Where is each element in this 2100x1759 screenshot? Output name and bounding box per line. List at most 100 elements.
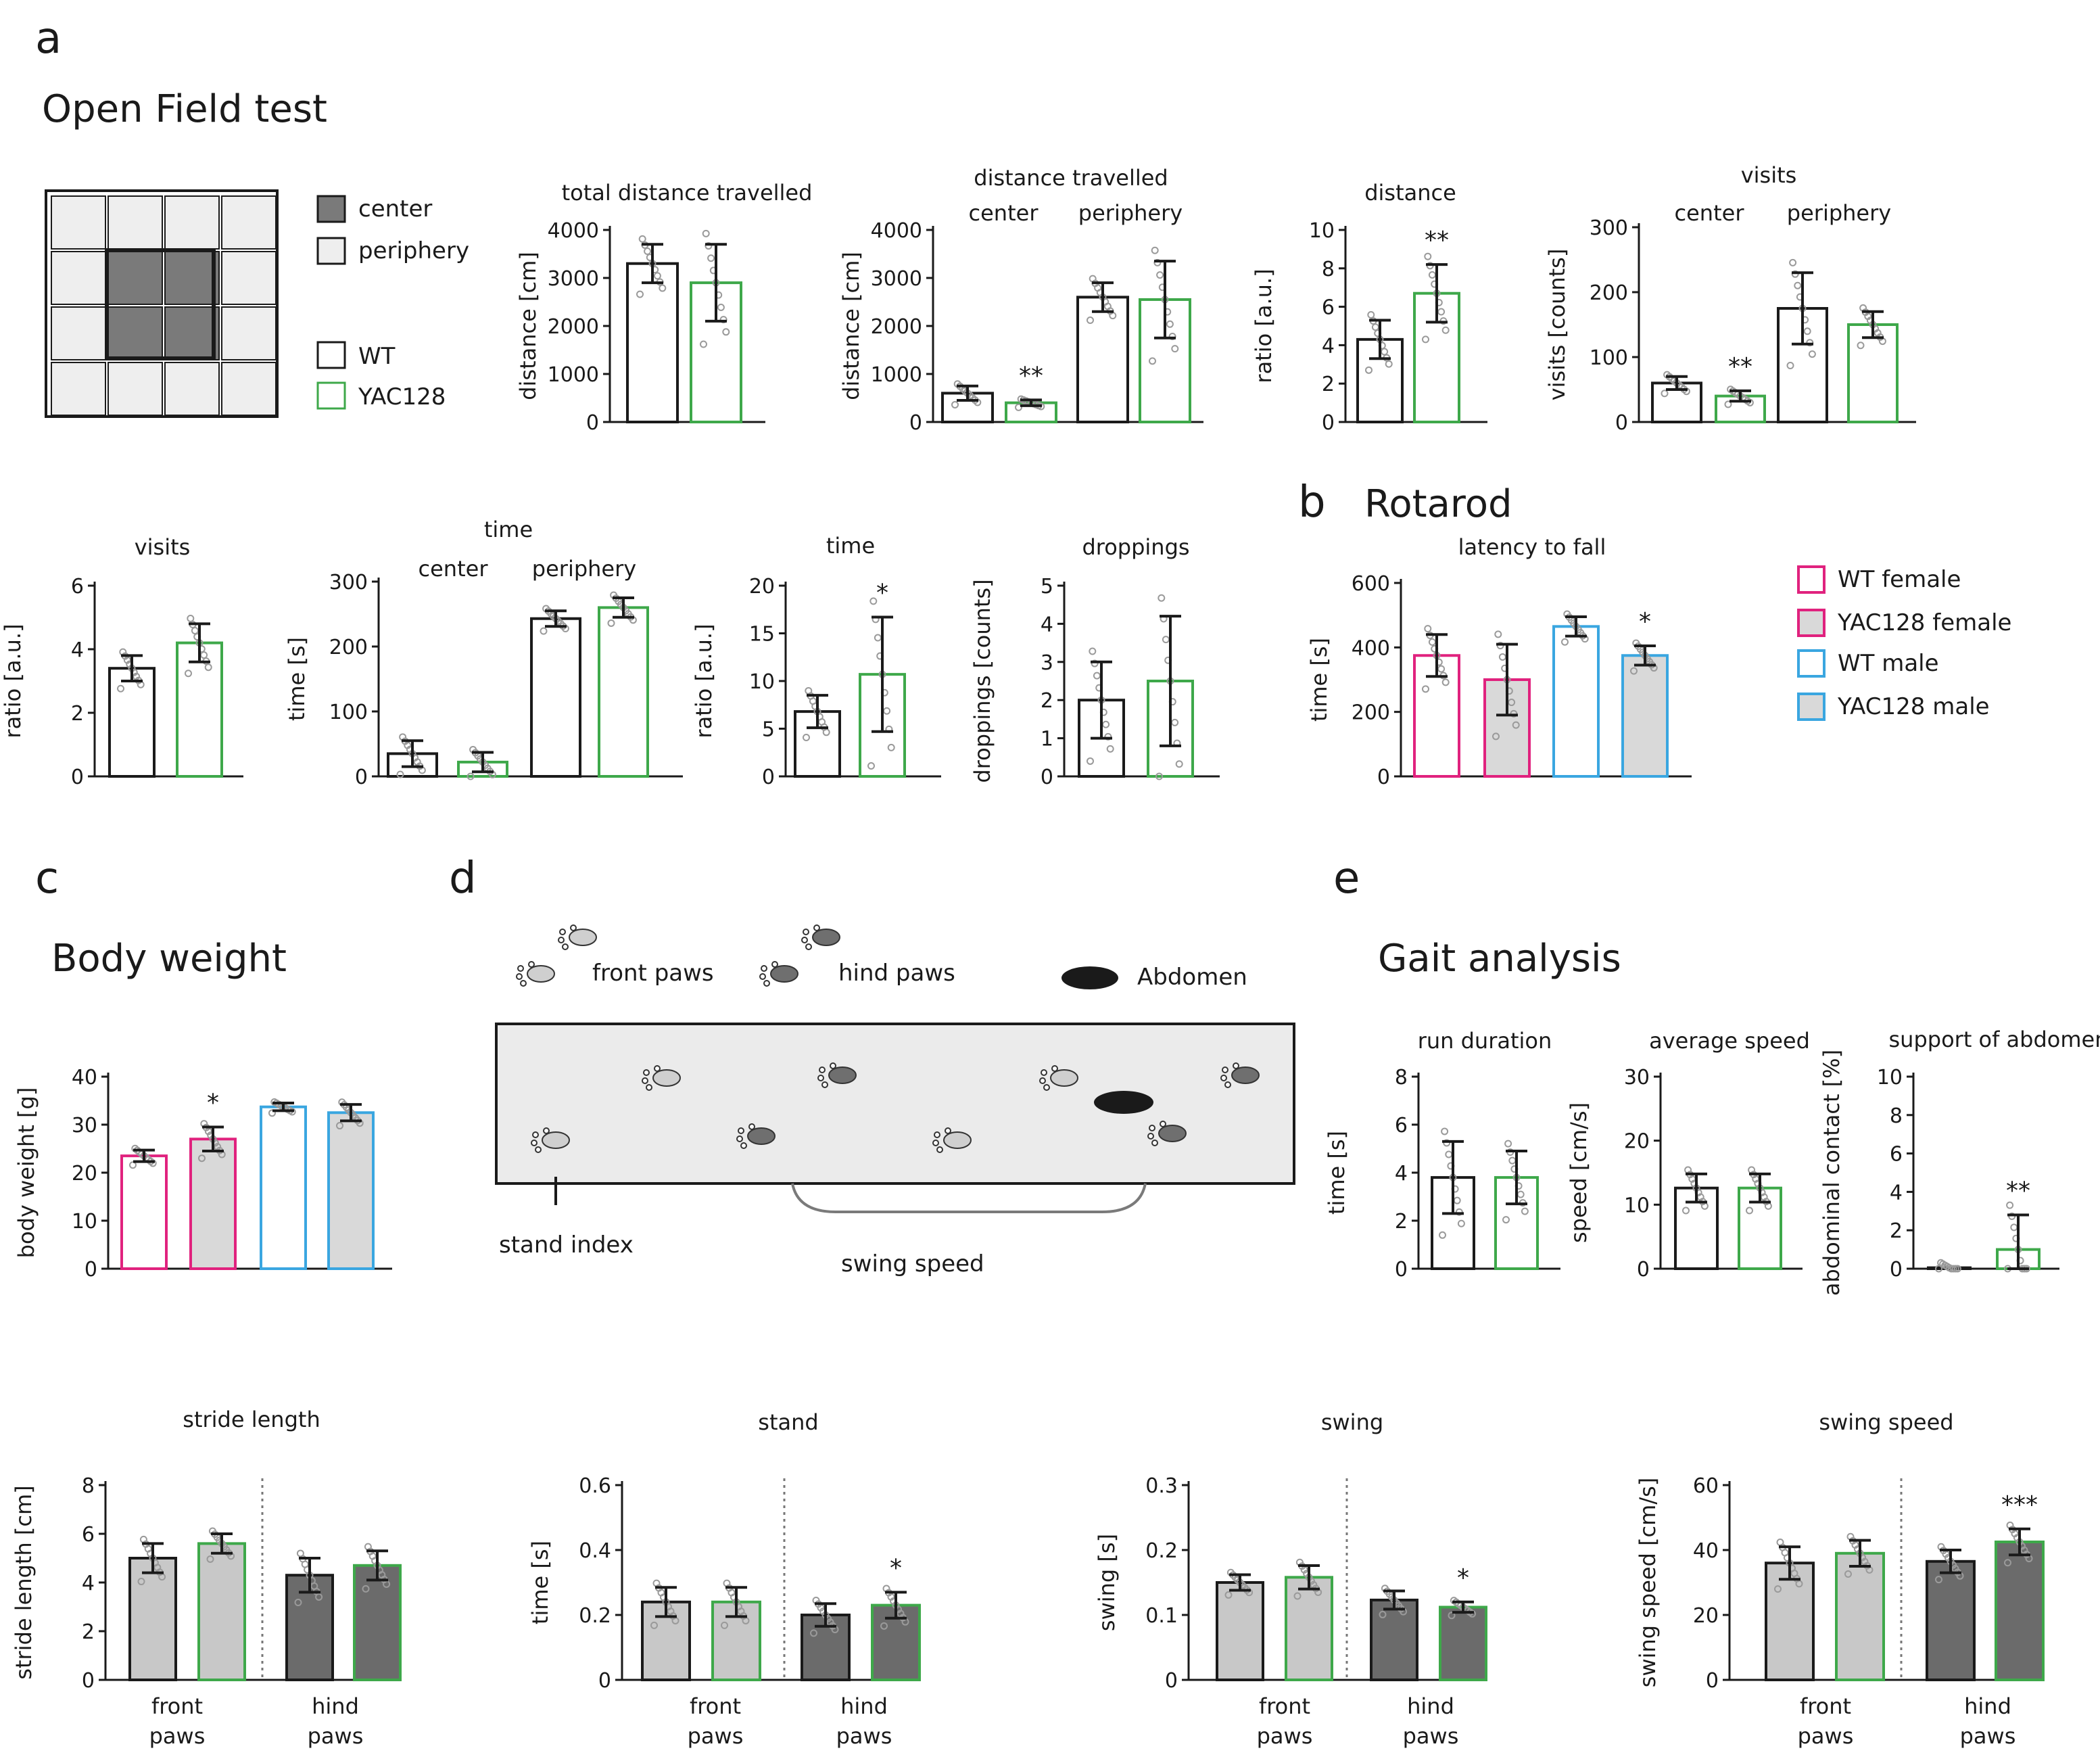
front-paw-icon: [516, 961, 555, 987]
legend-label-yac128-male: YAC128 male: [1837, 693, 1990, 720]
y-tick-label: 10: [72, 1210, 97, 1234]
data-point: [1510, 709, 1518, 718]
data-point: [1424, 252, 1432, 260]
data-point: [1874, 329, 1882, 337]
data-points: [1439, 1127, 1465, 1239]
y-axis-label: time [s]: [1324, 1131, 1350, 1215]
bar: [108, 667, 156, 778]
error-bar: [642, 243, 663, 285]
data-point: [310, 1582, 318, 1590]
chart-subtitle: center: [969, 200, 1039, 226]
bar: [530, 617, 581, 778]
hind-paw-icon: [759, 924, 840, 987]
arena-periphery-cell: [51, 362, 106, 416]
bar: [1216, 1581, 1264, 1681]
error-bar: [1092, 281, 1114, 313]
data-point: [2006, 1201, 2014, 1209]
y-tick-label: 4: [1890, 1181, 1903, 1204]
y-tick-label: 0: [71, 766, 84, 789]
data-point: [1015, 403, 1022, 411]
y-tick-label: 0: [1395, 1258, 1408, 1282]
data-point: [1102, 720, 1110, 728]
error-bar: [2009, 1527, 2030, 1557]
data-point: [887, 743, 895, 751]
data-point: [1371, 323, 1379, 331]
y-axis-label: droppings [counts]: [970, 579, 995, 782]
chart-distance-center-periphery: distance travelled center periphery 0 1000 20…: [838, 165, 1203, 435]
panel-letter-a: a: [35, 14, 62, 64]
data-point: [1437, 308, 1446, 316]
y-axis-label: time [s]: [284, 637, 310, 721]
y-tick-label: 10: [1309, 219, 1335, 243]
y-tick-label: 8: [1890, 1104, 1903, 1128]
data-point: [1861, 1557, 1869, 1566]
arena-center-cell: [164, 306, 220, 360]
y-tick-label: 400: [1352, 636, 1390, 660]
y-tick-label: 4: [1395, 1162, 1408, 1186]
hind-paw-print: [1147, 1121, 1187, 1146]
data-point: [818, 718, 826, 726]
data-point: [2010, 1223, 2018, 1232]
y-tick-label: 0.1: [1145, 1604, 1178, 1628]
y-tick-label: 2000: [548, 315, 599, 339]
group-label: hind paws: [836, 1693, 892, 1749]
error-bar: [1160, 615, 1181, 747]
legend-swatch-wt: [316, 341, 346, 369]
chart-subtitle: periphery: [532, 556, 636, 582]
bar: [1847, 323, 1899, 423]
abdomen-icon: [1061, 966, 1118, 989]
legend-swatch-yac128: [316, 381, 346, 410]
y-tick-label: 6: [71, 575, 84, 599]
chart-title: run duration: [1418, 1028, 1552, 1054]
bar: [260, 1105, 307, 1270]
y-tick-label: 0: [762, 766, 775, 789]
chart-average-speed: average speed 0 10 20 30 speed [cm/s]: [1566, 1028, 1810, 1282]
y-tick-label: 30: [1624, 1066, 1650, 1089]
chart-stand: stand 0 0.2 0.4 0.6 time [s] * front paws hind paw…: [527, 1409, 921, 1749]
panel-title-a: Open Field test: [42, 87, 327, 131]
error-bar: [340, 1103, 362, 1123]
y-tick-label: 20: [749, 575, 775, 599]
data-point: [719, 316, 727, 324]
arena-center-cell: [164, 251, 220, 305]
data-point: [1162, 636, 1170, 644]
y-tick-label: 10: [1624, 1194, 1650, 1217]
data-point: [1774, 1585, 1782, 1593]
chart-title: droppings: [1082, 534, 1189, 560]
y-tick-label: 100: [329, 701, 368, 724]
chart-title: latency to fall: [1458, 534, 1606, 560]
significance-mark: *: [876, 580, 888, 607]
data-point: [1791, 270, 1799, 278]
data-point: [1422, 685, 1429, 693]
data-point: [1935, 1576, 1942, 1584]
data-point: [2020, 1546, 2028, 1554]
y-tick-label: 0: [1322, 411, 1335, 435]
chart-swing-speed: swing speed 0 20 40 60 swing speed [cm/s] *** f…: [1635, 1409, 2045, 1749]
data-point: [1492, 732, 1500, 741]
data-point: [700, 340, 707, 348]
y-tick-label: 0.3: [1145, 1474, 1178, 1498]
error-bar: [1849, 1539, 1871, 1568]
y-tick-label: 0.2: [1145, 1539, 1178, 1563]
y-tick-label: 0: [355, 766, 368, 789]
panel-letter-d: d: [449, 853, 477, 904]
y-tick-label: 20: [1693, 1604, 1719, 1628]
data-point: [803, 733, 810, 741]
y-tick-label: 0: [1165, 1669, 1178, 1693]
group-label: hind paws: [1403, 1693, 1459, 1749]
front-paw-print: [932, 1127, 972, 1153]
error-bar: [1298, 1564, 1320, 1591]
data-point: [1087, 757, 1094, 765]
y-tick-label: 100: [1590, 346, 1628, 370]
bar: [1674, 1186, 1719, 1270]
data-point: [1439, 1231, 1446, 1239]
label-swing-speed: swing speed: [841, 1250, 984, 1277]
error-bar: [1426, 263, 1448, 324]
chart-title: average speed: [1649, 1028, 1810, 1054]
y-tick-label: 200: [1590, 281, 1628, 305]
hind-paw-print: [736, 1123, 775, 1149]
data-points: [294, 1549, 323, 1607]
y-tick-label: 0: [598, 1669, 611, 1693]
error-bar: [1565, 615, 1587, 638]
arena-periphery-cell: [221, 306, 277, 360]
